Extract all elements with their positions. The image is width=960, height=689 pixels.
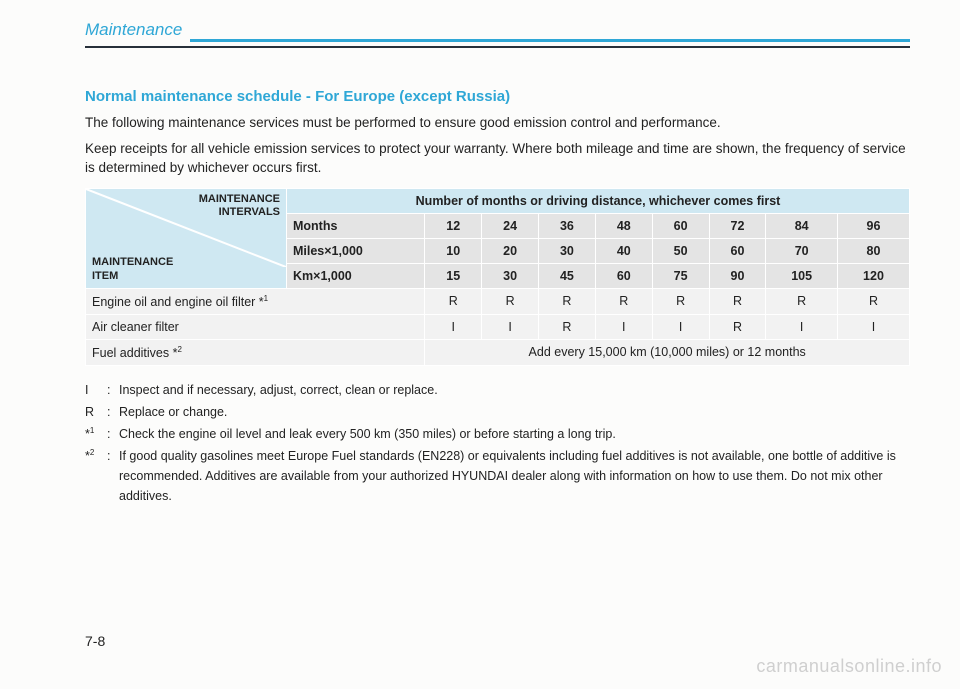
page-number: 7-8 [85,633,105,649]
diagonal-header-cell: MAINTENANCEINTERVALS MAINTENANCEITEM [86,188,287,288]
cell: 40 [595,238,652,263]
cell: 24 [482,213,539,238]
legend: I:Inspect and if necessary, adjust, corr… [85,380,910,506]
row-label: Miles×1,000 [287,238,425,263]
row-label: Air cleaner filter [86,314,425,339]
cell: R [539,314,596,339]
row-label: Engine oil and engine oil filter *1 [86,288,425,314]
cell: I [766,314,838,339]
cell: 30 [482,263,539,288]
cell: 84 [766,213,838,238]
cell: R [652,288,709,314]
cell: R [837,288,909,314]
row-label: Months [287,213,425,238]
table-row: Engine oil and engine oil filter *1 R R … [86,288,910,314]
cell: I [652,314,709,339]
cell: 36 [539,213,596,238]
cell: 15 [425,263,482,288]
cell: I [595,314,652,339]
cell: 60 [652,213,709,238]
cell: I [482,314,539,339]
cell: 60 [709,238,766,263]
header-rule-dark [85,46,910,48]
table-header-span: Number of months or driving distance, wh… [287,188,910,213]
cell: 48 [595,213,652,238]
table-row: Air cleaner filter I I R I I R I I [86,314,910,339]
cell: R [539,288,596,314]
cell: 90 [709,263,766,288]
cell: R [425,288,482,314]
cell: 70 [766,238,838,263]
cell: I [425,314,482,339]
cell: R [709,314,766,339]
cell: 30 [539,238,596,263]
section-title: Normal maintenance schedule - For Europe… [85,88,910,105]
cell: 72 [709,213,766,238]
legend-i: Inspect and if necessary, adjust, correc… [119,380,438,400]
legend-r: Replace or change. [119,402,227,422]
cell: R [482,288,539,314]
cell: 96 [837,213,909,238]
cell: 60 [595,263,652,288]
cell-span: Add every 15,000 km (10,000 miles) or 12… [425,339,910,365]
cell: 12 [425,213,482,238]
cell: I [837,314,909,339]
watermark: carmanualsonline.info [756,656,942,677]
cell: 105 [766,263,838,288]
legend-note-1: Check the engine oil level and leak ever… [119,424,616,444]
page-header: Maintenance [85,20,182,42]
cell: 75 [652,263,709,288]
diag-item-label: MAINTENANCEITEM [92,256,173,284]
cell: 20 [482,238,539,263]
row-label: Km×1,000 [287,263,425,288]
table-row: Fuel additives *2 Add every 15,000 km (1… [86,339,910,365]
row-label: Fuel additives *2 [86,339,425,365]
cell: R [595,288,652,314]
cell: 45 [539,263,596,288]
cell: 10 [425,238,482,263]
cell: R [709,288,766,314]
cell: 50 [652,238,709,263]
intro-paragraph-2: Keep receipts for all vehicle emission s… [85,139,910,178]
legend-note-2: If good quality gasolines meet Europe Fu… [119,446,910,506]
cell: 120 [837,263,909,288]
cell: R [766,288,838,314]
header-rule-cyan [190,39,910,42]
maintenance-table: MAINTENANCEINTERVALS MAINTENANCEITEM Num… [85,188,910,366]
diag-intervals-label: MAINTENANCEINTERVALS [199,193,280,221]
cell: 80 [837,238,909,263]
intro-paragraph-1: The following maintenance services must … [85,113,910,133]
